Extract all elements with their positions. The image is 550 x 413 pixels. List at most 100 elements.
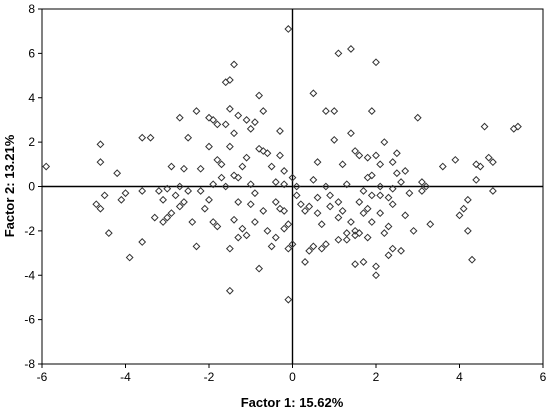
data-point	[359, 209, 368, 218]
data-point	[384, 193, 393, 202]
data-point	[397, 246, 405, 255]
data-point	[267, 162, 276, 171]
data-point	[113, 169, 122, 178]
data-point	[296, 200, 305, 209]
data-point	[121, 189, 130, 198]
data-point	[409, 226, 418, 235]
data-point	[359, 258, 368, 266]
data-point	[171, 191, 180, 200]
data-point	[242, 153, 251, 162]
data-point	[280, 224, 289, 233]
data-point	[334, 235, 343, 244]
data-point	[159, 195, 167, 204]
data-point	[209, 218, 218, 226]
y-axis-ticks: -8 -6 -4 -2 0 2 4 6 8	[24, 2, 42, 371]
data-point	[184, 133, 193, 142]
data-point	[246, 124, 255, 133]
data-point	[392, 149, 401, 158]
y-tick-label: 2	[28, 135, 35, 149]
data-point	[463, 195, 472, 204]
data-point	[213, 155, 222, 164]
data-point	[138, 133, 147, 142]
data-point	[117, 195, 126, 204]
data-point	[246, 200, 255, 209]
data-point	[175, 202, 184, 211]
data-point	[259, 107, 268, 115]
data-point	[372, 58, 380, 67]
data-point	[230, 171, 238, 180]
data-point	[376, 209, 385, 218]
data-point	[388, 158, 397, 167]
data-point	[301, 258, 309, 266]
data-point	[184, 187, 193, 195]
data-point	[242, 231, 251, 240]
data-point	[317, 244, 326, 253]
data-points	[42, 25, 522, 304]
data-point	[351, 260, 360, 269]
data-point	[363, 233, 372, 242]
data-point	[405, 189, 414, 198]
data-point	[284, 25, 293, 33]
data-point	[351, 226, 360, 235]
x-axis-title: Factor 1: 15.62%	[241, 395, 344, 410]
data-point	[180, 164, 188, 173]
data-point	[246, 180, 255, 189]
data-point	[480, 122, 489, 131]
data-point	[192, 242, 201, 251]
data-point	[284, 220, 293, 229]
y-tick-label: 6	[28, 46, 35, 60]
data-point	[138, 187, 147, 195]
data-point	[225, 104, 234, 113]
data-point	[276, 204, 284, 213]
data-point	[367, 218, 376, 226]
data-point	[251, 218, 259, 226]
data-point	[271, 233, 280, 242]
data-point	[321, 240, 330, 249]
data-point	[330, 135, 339, 144]
data-point	[180, 198, 188, 206]
data-point	[92, 200, 101, 209]
data-point	[234, 173, 243, 182]
data-point	[347, 129, 355, 138]
data-point	[259, 147, 268, 155]
data-point	[459, 204, 468, 213]
data-point	[284, 244, 293, 253]
data-point	[221, 120, 230, 129]
data-point	[438, 162, 447, 171]
data-point	[234, 111, 243, 120]
data-point	[488, 158, 497, 167]
data-point	[321, 107, 330, 115]
x-tick-label: 4	[456, 370, 463, 384]
data-point	[413, 113, 422, 122]
x-tick-label: -4	[120, 370, 131, 384]
data-point	[138, 238, 147, 246]
data-point	[326, 191, 334, 200]
data-point	[205, 113, 213, 122]
data-point	[196, 164, 205, 173]
data-point	[363, 204, 372, 213]
data-point	[363, 153, 372, 162]
data-point	[175, 113, 184, 122]
data-point	[388, 244, 397, 253]
data-point	[238, 162, 247, 171]
data-point	[225, 286, 234, 295]
y-axis-title: Factor 2: 13.21%	[2, 134, 17, 237]
data-point	[342, 180, 351, 189]
data-point	[401, 211, 410, 220]
data-point	[288, 173, 297, 182]
data-point	[271, 198, 280, 206]
data-point	[221, 182, 230, 191]
data-point	[163, 184, 172, 193]
data-point	[313, 209, 322, 218]
data-point	[472, 175, 481, 184]
data-point	[96, 158, 105, 167]
data-point	[225, 244, 234, 253]
y-tick-label: -4	[24, 268, 35, 282]
data-point	[263, 226, 272, 235]
data-point	[305, 202, 314, 211]
data-point	[255, 91, 264, 100]
data-point	[392, 169, 401, 178]
data-point	[288, 240, 297, 249]
x-tick-label: -2	[204, 370, 215, 384]
